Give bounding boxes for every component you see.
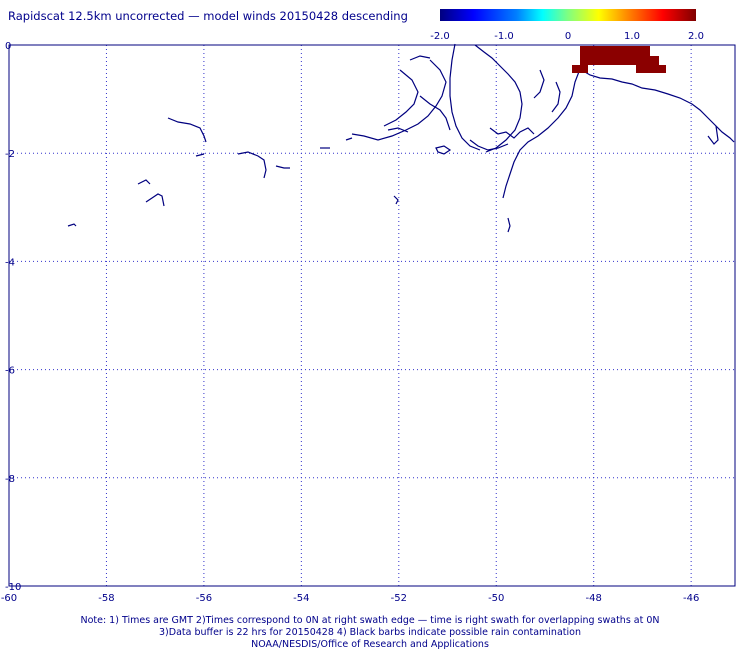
- colorbar-label-zero: 0: [564, 31, 572, 42]
- y-tick-label: 0: [5, 41, 11, 52]
- colorbar-gradient: [440, 9, 696, 21]
- x-tick-label: -50: [488, 593, 504, 604]
- gridlines: [9, 45, 735, 586]
- y-tick-label: -6: [5, 366, 15, 377]
- colorbar-label-min: -2.0: [430, 31, 450, 42]
- plot-frame: [8, 44, 736, 587]
- colorbar-label-pos1: 1.0: [624, 31, 640, 42]
- x-tick-label: -60: [1, 593, 17, 604]
- x-tick-label: -56: [196, 593, 212, 604]
- note-line-1: Note: 1) Times are GMT 2)Times correspon…: [80, 615, 660, 626]
- x-axis-ticks: -60 -58 -56 -54 -52 -50 -48 -46: [1, 593, 699, 604]
- map-title: Rapidscat 12.5km uncorrected — model win…: [8, 9, 408, 23]
- x-tick-label: -58: [98, 593, 114, 604]
- colorbar-label-neg1: -1.0: [494, 31, 514, 42]
- note-line-3: NOAA/NESDIS/Office of Research and Appli…: [251, 639, 489, 650]
- x-tick-label: -54: [293, 593, 309, 604]
- y-axis-ticks: 0 -2 -4 -6 -8 -10: [5, 41, 21, 593]
- x-tick-label: -46: [683, 593, 699, 604]
- y-tick-label: -4: [5, 257, 15, 268]
- x-tick-label: -48: [586, 593, 602, 604]
- x-tick-label: -52: [391, 593, 407, 604]
- y-tick-label: -8: [5, 474, 15, 485]
- coastline: [67, 43, 735, 233]
- note-line-2: 3)Data buffer is 22 hrs for 20150428 4) …: [159, 627, 581, 638]
- wind-anomaly-block: [572, 46, 666, 73]
- y-tick-label: -10: [5, 582, 21, 593]
- colorbar: -2.0 -1.0 0 1.0 2.0: [430, 9, 704, 42]
- y-tick-label: -2: [5, 149, 15, 160]
- colorbar-label-max: 2.0: [688, 31, 704, 42]
